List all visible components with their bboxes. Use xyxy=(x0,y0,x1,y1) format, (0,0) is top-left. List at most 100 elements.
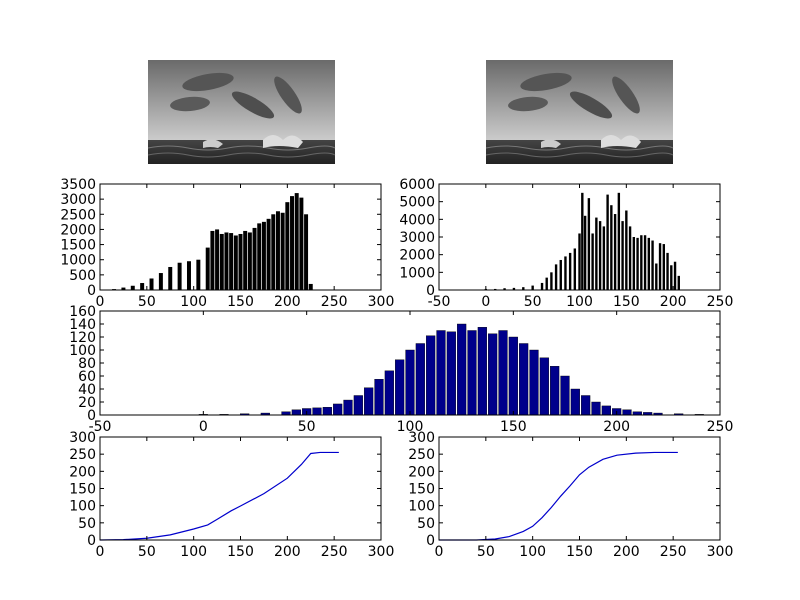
cdf-equalized-xtick-label: 150 xyxy=(566,544,593,560)
hist-equalized-bar xyxy=(617,192,621,290)
hist-original-ytick-label: 3000 xyxy=(60,192,96,208)
hist-equalized-bar xyxy=(636,237,639,290)
hist-original-bar xyxy=(205,247,210,290)
hist-detail-bar xyxy=(508,336,518,416)
hist-equalized-bar xyxy=(640,235,643,290)
hist-detail-ytick-label: 140 xyxy=(69,317,96,333)
hist-equalized-ytick-label: 6000 xyxy=(399,177,435,193)
hist-detail-bar xyxy=(601,405,611,416)
cdf-equalized-line xyxy=(439,451,678,541)
hist-original-bar xyxy=(308,283,313,290)
hist-equalized-bar xyxy=(494,288,497,290)
hist-detail-bar xyxy=(550,366,560,416)
hist-detail-bar xyxy=(374,379,384,416)
hist-original-bar xyxy=(140,283,145,290)
hist-detail-xtick-label: 0 xyxy=(199,419,208,435)
hist-equalized-bar xyxy=(658,243,662,290)
hist-equalized-ytick-label: 4000 xyxy=(399,212,435,228)
cdf-original-xtick-label: 250 xyxy=(321,544,348,560)
hist-detail-bar xyxy=(436,330,446,416)
hist-equalized-bar xyxy=(550,272,553,290)
cdf-equalized-xtick-label: 200 xyxy=(613,544,640,560)
hist-original-bar xyxy=(252,227,257,290)
hist-original-ytick-label: 1000 xyxy=(60,253,96,269)
cdf-equalized-xtick-label: 300 xyxy=(707,544,734,560)
hist-detail-bar xyxy=(498,330,508,416)
cdf-equalized-ytick-label: 50 xyxy=(417,516,435,532)
hist-original-bar xyxy=(275,211,280,290)
hist-equalized-bar xyxy=(503,288,506,290)
hist-equalized-xtick-label: -50 xyxy=(428,294,451,310)
hist-equalized-ytick-label: 3000 xyxy=(399,230,435,246)
hist-detail-bar xyxy=(488,333,498,416)
cdf-original-xtick-label: 150 xyxy=(227,544,254,560)
cdf-original-ytick-label: 250 xyxy=(69,447,96,463)
hist-original-bar xyxy=(294,193,299,290)
hist-detail-bar xyxy=(446,331,456,416)
hist-detail-bar xyxy=(312,407,322,416)
hist-original-bar xyxy=(290,196,295,290)
hist-detail-bar xyxy=(426,335,436,416)
hist-equalized-xtick-label: 250 xyxy=(707,294,734,310)
hist-detail-ytick-label: 120 xyxy=(69,330,96,346)
hist-detail-bar xyxy=(395,359,405,416)
hist-original-bar xyxy=(210,230,215,290)
hist-detail-ytick-label: 60 xyxy=(78,369,96,385)
hist-original-bar xyxy=(271,214,276,290)
hist-equalized-bar xyxy=(606,194,609,290)
hist-original-bar xyxy=(186,261,191,290)
cdf-original-xtick-label: 0 xyxy=(96,544,105,560)
hist-detail-bar xyxy=(591,401,601,416)
hist-detail-bar xyxy=(343,399,353,416)
cdf-original-ytick-label: 150 xyxy=(69,482,96,498)
cdf-equalized-xtick-label: 50 xyxy=(477,544,495,560)
hist-equalized-bar xyxy=(578,233,581,290)
hist-detail-bar xyxy=(529,349,539,416)
hist-equalized-ytick-label: 2000 xyxy=(399,248,435,264)
cdf-original-xtick-label: 100 xyxy=(180,544,207,560)
hist-detail-bar xyxy=(384,370,394,416)
hist-original-bar xyxy=(158,273,163,290)
hist-original-xtick-label: 300 xyxy=(368,294,395,310)
hist-original-bar xyxy=(280,212,285,290)
cdf-equalized-ytick-label: 100 xyxy=(408,499,435,515)
hist-equalized-ytick-label: 5000 xyxy=(399,195,435,211)
hist-equalized-xtick-label: 50 xyxy=(524,294,542,310)
hist-original-bar xyxy=(261,221,266,290)
hist-original-bar xyxy=(243,230,248,290)
hist-equalized-bar xyxy=(591,233,594,290)
hist-original-bar xyxy=(238,233,243,290)
hist-detail-bar xyxy=(467,330,477,416)
hist-equalized-bar xyxy=(677,275,680,290)
hist-detail-xtick-label: 200 xyxy=(603,419,630,435)
hist-original-chart: 0 50 100 150 200 250 3000500100015002000250030… xyxy=(60,177,394,310)
hist-equalized-bar xyxy=(651,240,654,290)
cdf-original-xtick-label: 50 xyxy=(138,544,156,560)
hist-equalized-bar xyxy=(610,205,613,290)
hist-original-xtick-label: 150 xyxy=(227,294,254,310)
hist-detail-bar xyxy=(560,375,570,416)
hist-equalized-bar xyxy=(554,264,558,290)
equalized-image xyxy=(485,59,674,165)
cdf-original-ytick-label: 0 xyxy=(87,533,96,549)
hist-original-bar xyxy=(304,214,309,290)
hist-original-bar xyxy=(121,287,126,290)
hist-detail-bar xyxy=(477,327,487,416)
hist-original-bar xyxy=(285,202,290,290)
hist-original-bar xyxy=(168,266,173,290)
hist-original-bar xyxy=(229,233,234,290)
cdf-equalized-ytick-label: 150 xyxy=(408,482,435,498)
hist-equalized-bar xyxy=(670,265,673,290)
original-image xyxy=(147,59,336,165)
hist-equalized-bar xyxy=(621,221,624,290)
hist-original-bar xyxy=(266,218,271,290)
cdf-original-xtick-label: 300 xyxy=(368,544,395,560)
cdf-equalized-ytick-label: 200 xyxy=(408,464,435,480)
hist-original-bar xyxy=(177,262,182,290)
cdf-original-line xyxy=(99,451,339,541)
hist-original-ytick-label: 0 xyxy=(87,283,96,299)
hist-detail-bar xyxy=(333,403,343,416)
